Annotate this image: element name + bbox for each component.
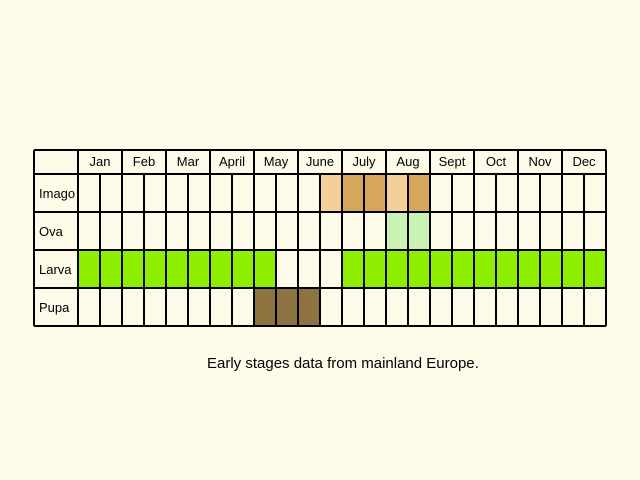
month-label-july: July [352,154,376,169]
month-label-oct: Oct [486,154,507,169]
stage-label-ova: Ova [39,224,64,239]
cell-pupa-10 [298,288,320,326]
month-label-feb: Feb [133,154,155,169]
stage-label-pupa: Pupa [39,300,70,315]
month-label-mar: Mar [177,154,200,169]
cell-larva-7 [232,250,254,288]
month-label-may: May [264,154,289,169]
cell-imago-12 [342,174,364,212]
cell-larva-17 [452,250,474,288]
cell-larva-23 [584,250,606,288]
stage-label-imago: Imago [39,186,75,201]
month-label-aug: Aug [396,154,419,169]
cell-larva-8 [254,250,276,288]
cell-larva-2 [122,250,144,288]
stage-label-larva: Larva [39,262,72,277]
cell-pupa-8 [254,288,276,326]
month-label-june: June [306,154,334,169]
month-label-sept: Sept [439,154,466,169]
cell-larva-1 [100,250,122,288]
month-label-april: April [219,154,245,169]
cell-imago-14 [386,174,408,212]
cell-larva-13 [364,250,386,288]
cell-larva-15 [408,250,430,288]
cell-larva-22 [562,250,584,288]
cell-imago-15 [408,174,430,212]
cell-imago-13 [364,174,386,212]
cell-larva-0 [78,250,100,288]
cell-larva-5 [188,250,210,288]
cell-larva-19 [496,250,518,288]
cell-larva-21 [540,250,562,288]
cell-larva-20 [518,250,540,288]
cell-larva-6 [210,250,232,288]
cell-larva-16 [430,250,452,288]
cell-larva-14 [386,250,408,288]
cell-pupa-9 [276,288,298,326]
month-label-nov: Nov [528,154,552,169]
cell-larva-12 [342,250,364,288]
cell-ova-15 [408,212,430,250]
chart-caption: Early stages data from mainland Europe. [207,355,479,372]
cell-larva-18 [474,250,496,288]
cell-larva-3 [144,250,166,288]
month-label-jan: Jan [90,154,111,169]
month-label-dec: Dec [572,154,596,169]
cell-ova-14 [386,212,408,250]
cell-imago-11 [320,174,342,212]
cell-larva-4 [166,250,188,288]
